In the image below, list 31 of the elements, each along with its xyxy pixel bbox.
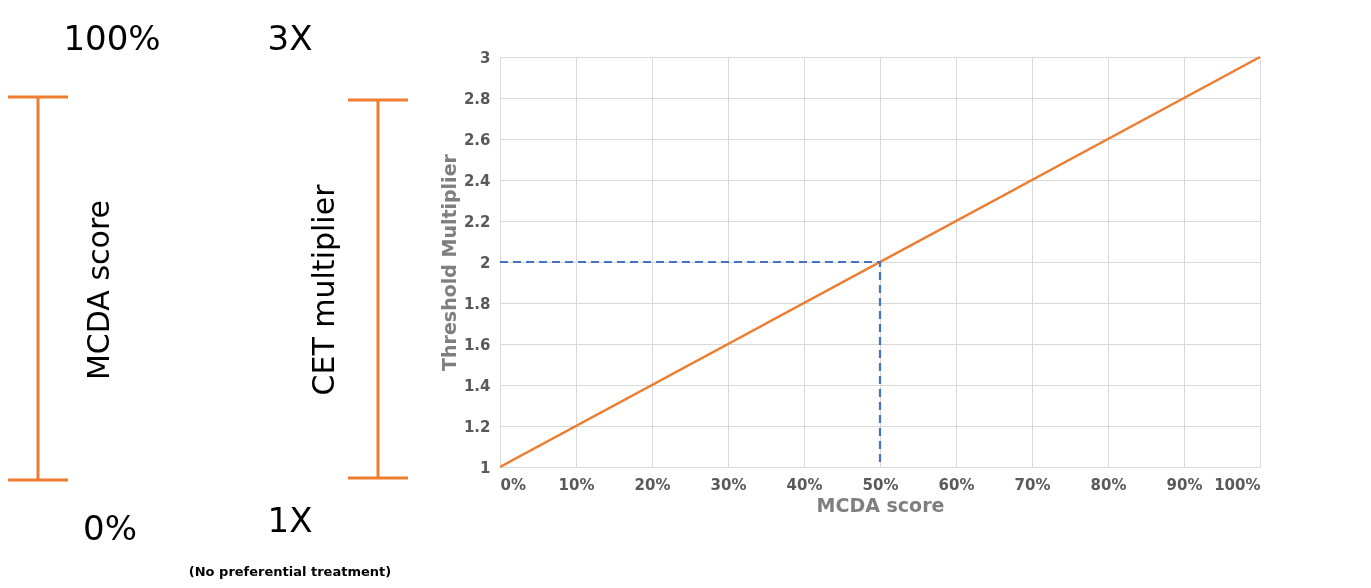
y-tick-label: 3 <box>480 48 491 67</box>
text: 0% <box>83 508 137 548</box>
y-tick-label: 1.6 <box>463 335 491 354</box>
x-tick-label: 80% <box>1090 475 1127 494</box>
text: (No preferential treatment) <box>188 564 392 579</box>
x-tick-label: 40% <box>786 475 823 494</box>
x-tick-label: 100% <box>1214 475 1261 494</box>
x-tick-label: 90% <box>1166 475 1203 494</box>
x-tick-label: 0% <box>500 475 526 494</box>
text: CET multiplier <box>306 183 341 396</box>
x-tick-label: 30% <box>710 475 747 494</box>
x-tick-label: 50% <box>862 475 899 494</box>
x-tick-label: 70% <box>1014 475 1051 494</box>
y-tick-label: 2.8 <box>463 89 491 108</box>
text: 3X <box>267 18 313 58</box>
x-tick-label: 20% <box>634 475 671 494</box>
y-axis-title: Threshold Multiplier <box>437 153 460 371</box>
text: MCDA score <box>81 199 116 381</box>
y-tick-label: 1 <box>480 458 491 477</box>
y-tick-label: 1.4 <box>463 376 491 395</box>
x-axis-title: MCDA score <box>816 493 945 516</box>
text: 1X <box>267 500 313 540</box>
y-tick-label: 2.2 <box>463 212 491 231</box>
y-tick-label: 1.8 <box>463 294 491 313</box>
x-tick-label: 60% <box>938 475 975 494</box>
y-tick-label: 1.2 <box>463 417 491 436</box>
y-tick-label: 2.4 <box>463 171 491 190</box>
y-tick-label: 2 <box>480 253 491 272</box>
y-tick-label: 2.6 <box>463 130 491 149</box>
x-tick-label: 10% <box>558 475 595 494</box>
text: 100% <box>63 18 161 58</box>
